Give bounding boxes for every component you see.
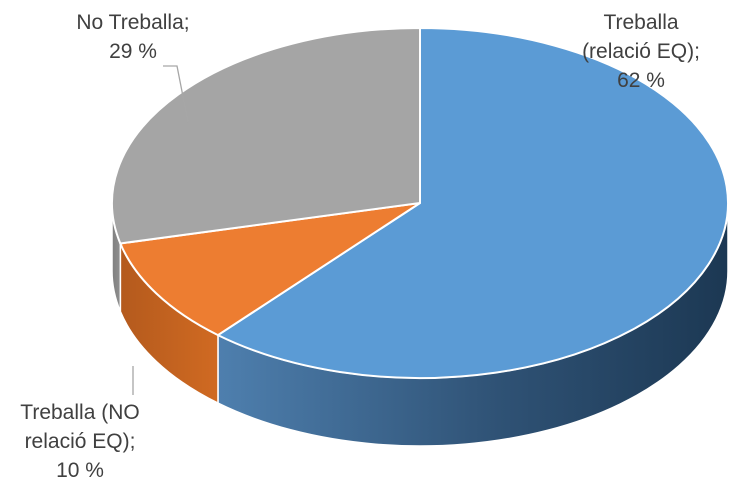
pie-slice-treballa-eq — [216, 27, 729, 379]
leader-lines — [132, 65, 189, 395]
data-label-line: 62 % — [617, 69, 665, 92]
data-label-no-treballa: No Treballa; 29 % — [48, 8, 218, 66]
data-label-line: Treballa — [603, 11, 679, 34]
data-label-line: 10 % — [56, 459, 104, 482]
data-label-treballa-no-eq: Treballa (NO relació EQ); 10 % — [0, 398, 160, 485]
data-label-line: Treballa (NO — [20, 401, 140, 424]
leader-line-no-treballa — [163, 65, 189, 123]
data-label-line: relació EQ); — [24, 430, 136, 453]
data-label-line: 29 % — [109, 40, 157, 63]
data-label-line: (relació EQ); — [582, 40, 700, 63]
pie-slice-no-treballa — [110, 27, 421, 245]
data-label-line: No Treballa; — [76, 11, 190, 34]
data-label-treballa-eq: Treballa (relació EQ); 62 % — [556, 8, 726, 95]
pie-tops — [110, 27, 729, 379]
pie-slice-treballa-no-eq — [119, 202, 421, 337]
